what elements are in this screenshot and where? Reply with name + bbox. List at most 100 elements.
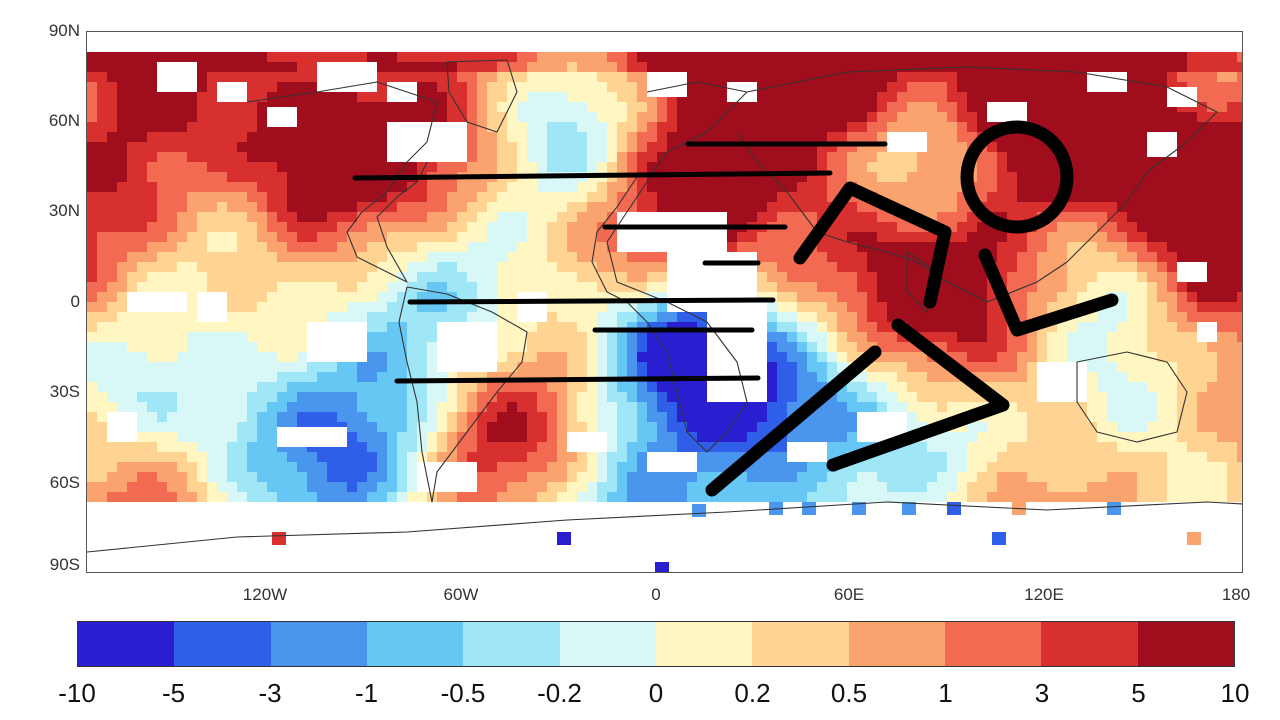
field-cell: [1097, 412, 1108, 423]
field-cell: [1207, 82, 1218, 93]
field-cell: [447, 372, 458, 383]
field-cell: [1067, 402, 1078, 413]
field-cell: [1047, 412, 1058, 423]
field-cell: [487, 432, 498, 443]
field-cell: [1077, 282, 1088, 293]
field-cell: [847, 272, 858, 283]
field-cell: [1017, 222, 1028, 233]
field-cell: [477, 242, 488, 253]
field-cell: [507, 192, 518, 203]
field-cell: [267, 252, 278, 263]
field-cell: [127, 442, 138, 453]
field-cell: [1197, 372, 1208, 383]
field-cell: [887, 372, 898, 383]
field-cell: [187, 132, 198, 143]
field-cell: [887, 112, 898, 123]
field-cell: [157, 242, 168, 253]
field-cell: [457, 372, 468, 383]
field-cell: [517, 382, 528, 393]
field-cell: [1057, 82, 1068, 93]
field-cell: [807, 92, 818, 103]
field-cell: [107, 172, 118, 183]
field-cell: [367, 362, 378, 373]
field-cell: [387, 192, 398, 203]
field-cell: [227, 122, 238, 133]
field-cell: [1067, 102, 1078, 113]
field-cell: [227, 192, 238, 203]
field-cell: [567, 72, 578, 83]
field-cell: [597, 302, 608, 313]
field-cell: [797, 172, 808, 183]
field-cell: [1227, 382, 1238, 393]
field-cell: [877, 52, 888, 63]
field-cell: [777, 292, 788, 303]
field-cell: [417, 202, 428, 213]
field-cell: [517, 72, 528, 83]
field-cell: [927, 412, 938, 423]
field-cell: [787, 342, 798, 353]
field-cell: [997, 412, 1008, 423]
field-cell: [267, 192, 278, 203]
field-cell: [347, 432, 358, 443]
field-cell: [1067, 222, 1078, 233]
field-cell: [1117, 112, 1128, 123]
field-cell: [507, 62, 518, 73]
field-cell: [647, 102, 658, 113]
field-cell: [517, 92, 528, 103]
field-cell: [367, 422, 378, 433]
field-cell: [397, 422, 408, 433]
field-cell: [97, 382, 108, 393]
field-cell: [1027, 142, 1038, 153]
field-cell: [1027, 272, 1038, 283]
field-cell: [1047, 342, 1058, 353]
field-cell: [287, 392, 298, 403]
field-cell: [337, 262, 348, 273]
field-cell: [297, 402, 308, 413]
field-cell: [817, 222, 828, 233]
field-cell: [587, 122, 598, 133]
field-cell: [1157, 432, 1168, 443]
field-cell: [987, 52, 998, 63]
field-cell: [847, 102, 858, 113]
field-cell: [937, 432, 948, 443]
field-cell: [1057, 302, 1068, 313]
field-cell: [107, 312, 118, 323]
field-cell: [437, 442, 448, 453]
field-cell: [97, 452, 108, 463]
field-cell: [1057, 252, 1068, 263]
field-cell: [317, 92, 328, 103]
field-cell: [307, 172, 318, 183]
field-cell: [217, 192, 228, 203]
field-cell: [277, 222, 288, 233]
field-cell: [687, 402, 698, 413]
field-cell: [787, 402, 798, 413]
field-cell: [847, 322, 858, 333]
field-cell: [837, 362, 848, 373]
field-cell: [687, 102, 698, 113]
field-cell: [787, 62, 798, 73]
field-cell: [397, 222, 408, 233]
field-cell: [1217, 172, 1228, 183]
field-cell: [1207, 252, 1218, 263]
field-cell: [677, 142, 688, 153]
field-cell: [377, 222, 388, 233]
field-cell: [527, 442, 538, 453]
field-cell: [607, 192, 618, 203]
field-cell: [837, 312, 848, 323]
field-cell: [217, 382, 228, 393]
field-cell: [147, 152, 158, 163]
field-cell: [707, 142, 718, 153]
field-cell: [1107, 242, 1118, 253]
field-cell: [777, 352, 788, 363]
field-cell: [177, 432, 188, 443]
field-cell: [457, 452, 468, 463]
field-cell: [127, 362, 138, 373]
field-cell: [887, 162, 898, 173]
field-cell: [377, 402, 388, 413]
field-cell: [1077, 122, 1088, 133]
field-cell: [437, 202, 448, 213]
field-cell: [607, 162, 618, 173]
field-cell: [1127, 422, 1138, 433]
field-cell: [1007, 362, 1018, 373]
field-cell: [967, 352, 978, 363]
